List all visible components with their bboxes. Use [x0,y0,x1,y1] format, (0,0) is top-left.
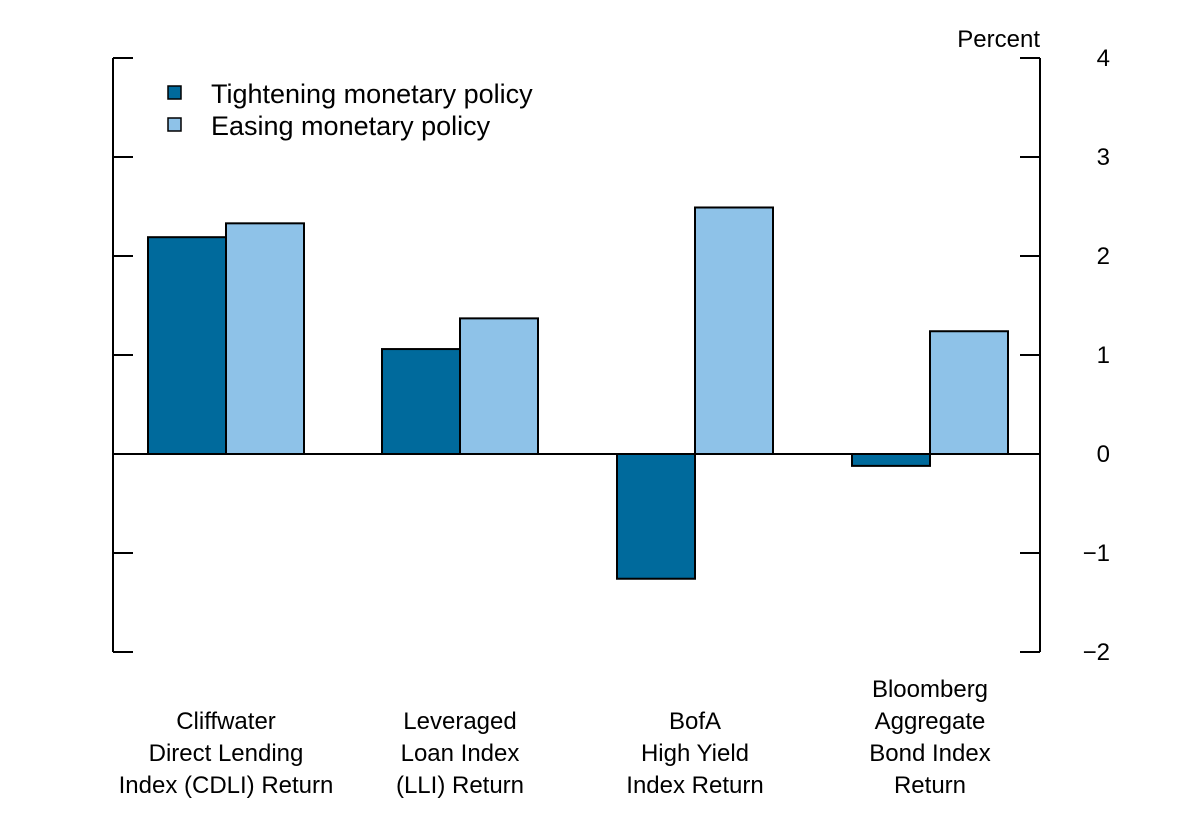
legend-label-tightening: Tightening monetary policy [211,79,533,109]
y-tick-label: 2 [1097,243,1110,270]
category-label-line: Cliffwater [176,708,276,735]
y-tick-label: −2 [1083,639,1110,666]
y-axis-unit-label: Percent [957,26,1040,53]
bar-tightening [147,236,227,455]
y-tick-label: 3 [1097,144,1110,171]
category-label-line: Loan Index [401,740,520,767]
y-tick-label: 4 [1097,45,1110,72]
bar-easing [929,330,1009,455]
legend-swatch-easing [167,117,182,132]
bar-tightening [851,453,931,467]
category-label-line: Leveraged [403,708,516,735]
bar-tightening [616,453,696,580]
category-label-line: Aggregate [875,708,986,735]
bar-easing [225,222,305,455]
y-axis-ticks: 4 3 2 1 0 −1 −2 [113,45,1110,666]
category-label-line: Return [894,772,966,799]
category-label-line: Bloomberg [872,676,988,703]
bars [147,206,1009,580]
category-label-line: Direct Lending [149,740,304,767]
bar-tightening [381,348,461,455]
legend-swatch-tightening [167,85,182,100]
category-label-line: Index (CDLI) Return [119,772,334,799]
x-axis-category-labels: Cliffwater Direct Lending Index (CDLI) Ret… [119,676,991,799]
category-label-line: Index Return [626,772,763,799]
y-tick-label: 1 [1097,342,1110,369]
category-label-line: Bond Index [869,740,990,767]
y-tick-label: −1 [1083,540,1110,567]
category-label-line: High Yield [641,740,749,767]
legend-label-easing: Easing monetary policy [211,111,491,141]
bar-easing [459,317,539,455]
y-tick-label: 0 [1097,441,1110,468]
category-label-line: (LLI) Return [396,772,524,799]
category-label-line: BofA [669,708,721,735]
bar-easing [694,206,774,455]
